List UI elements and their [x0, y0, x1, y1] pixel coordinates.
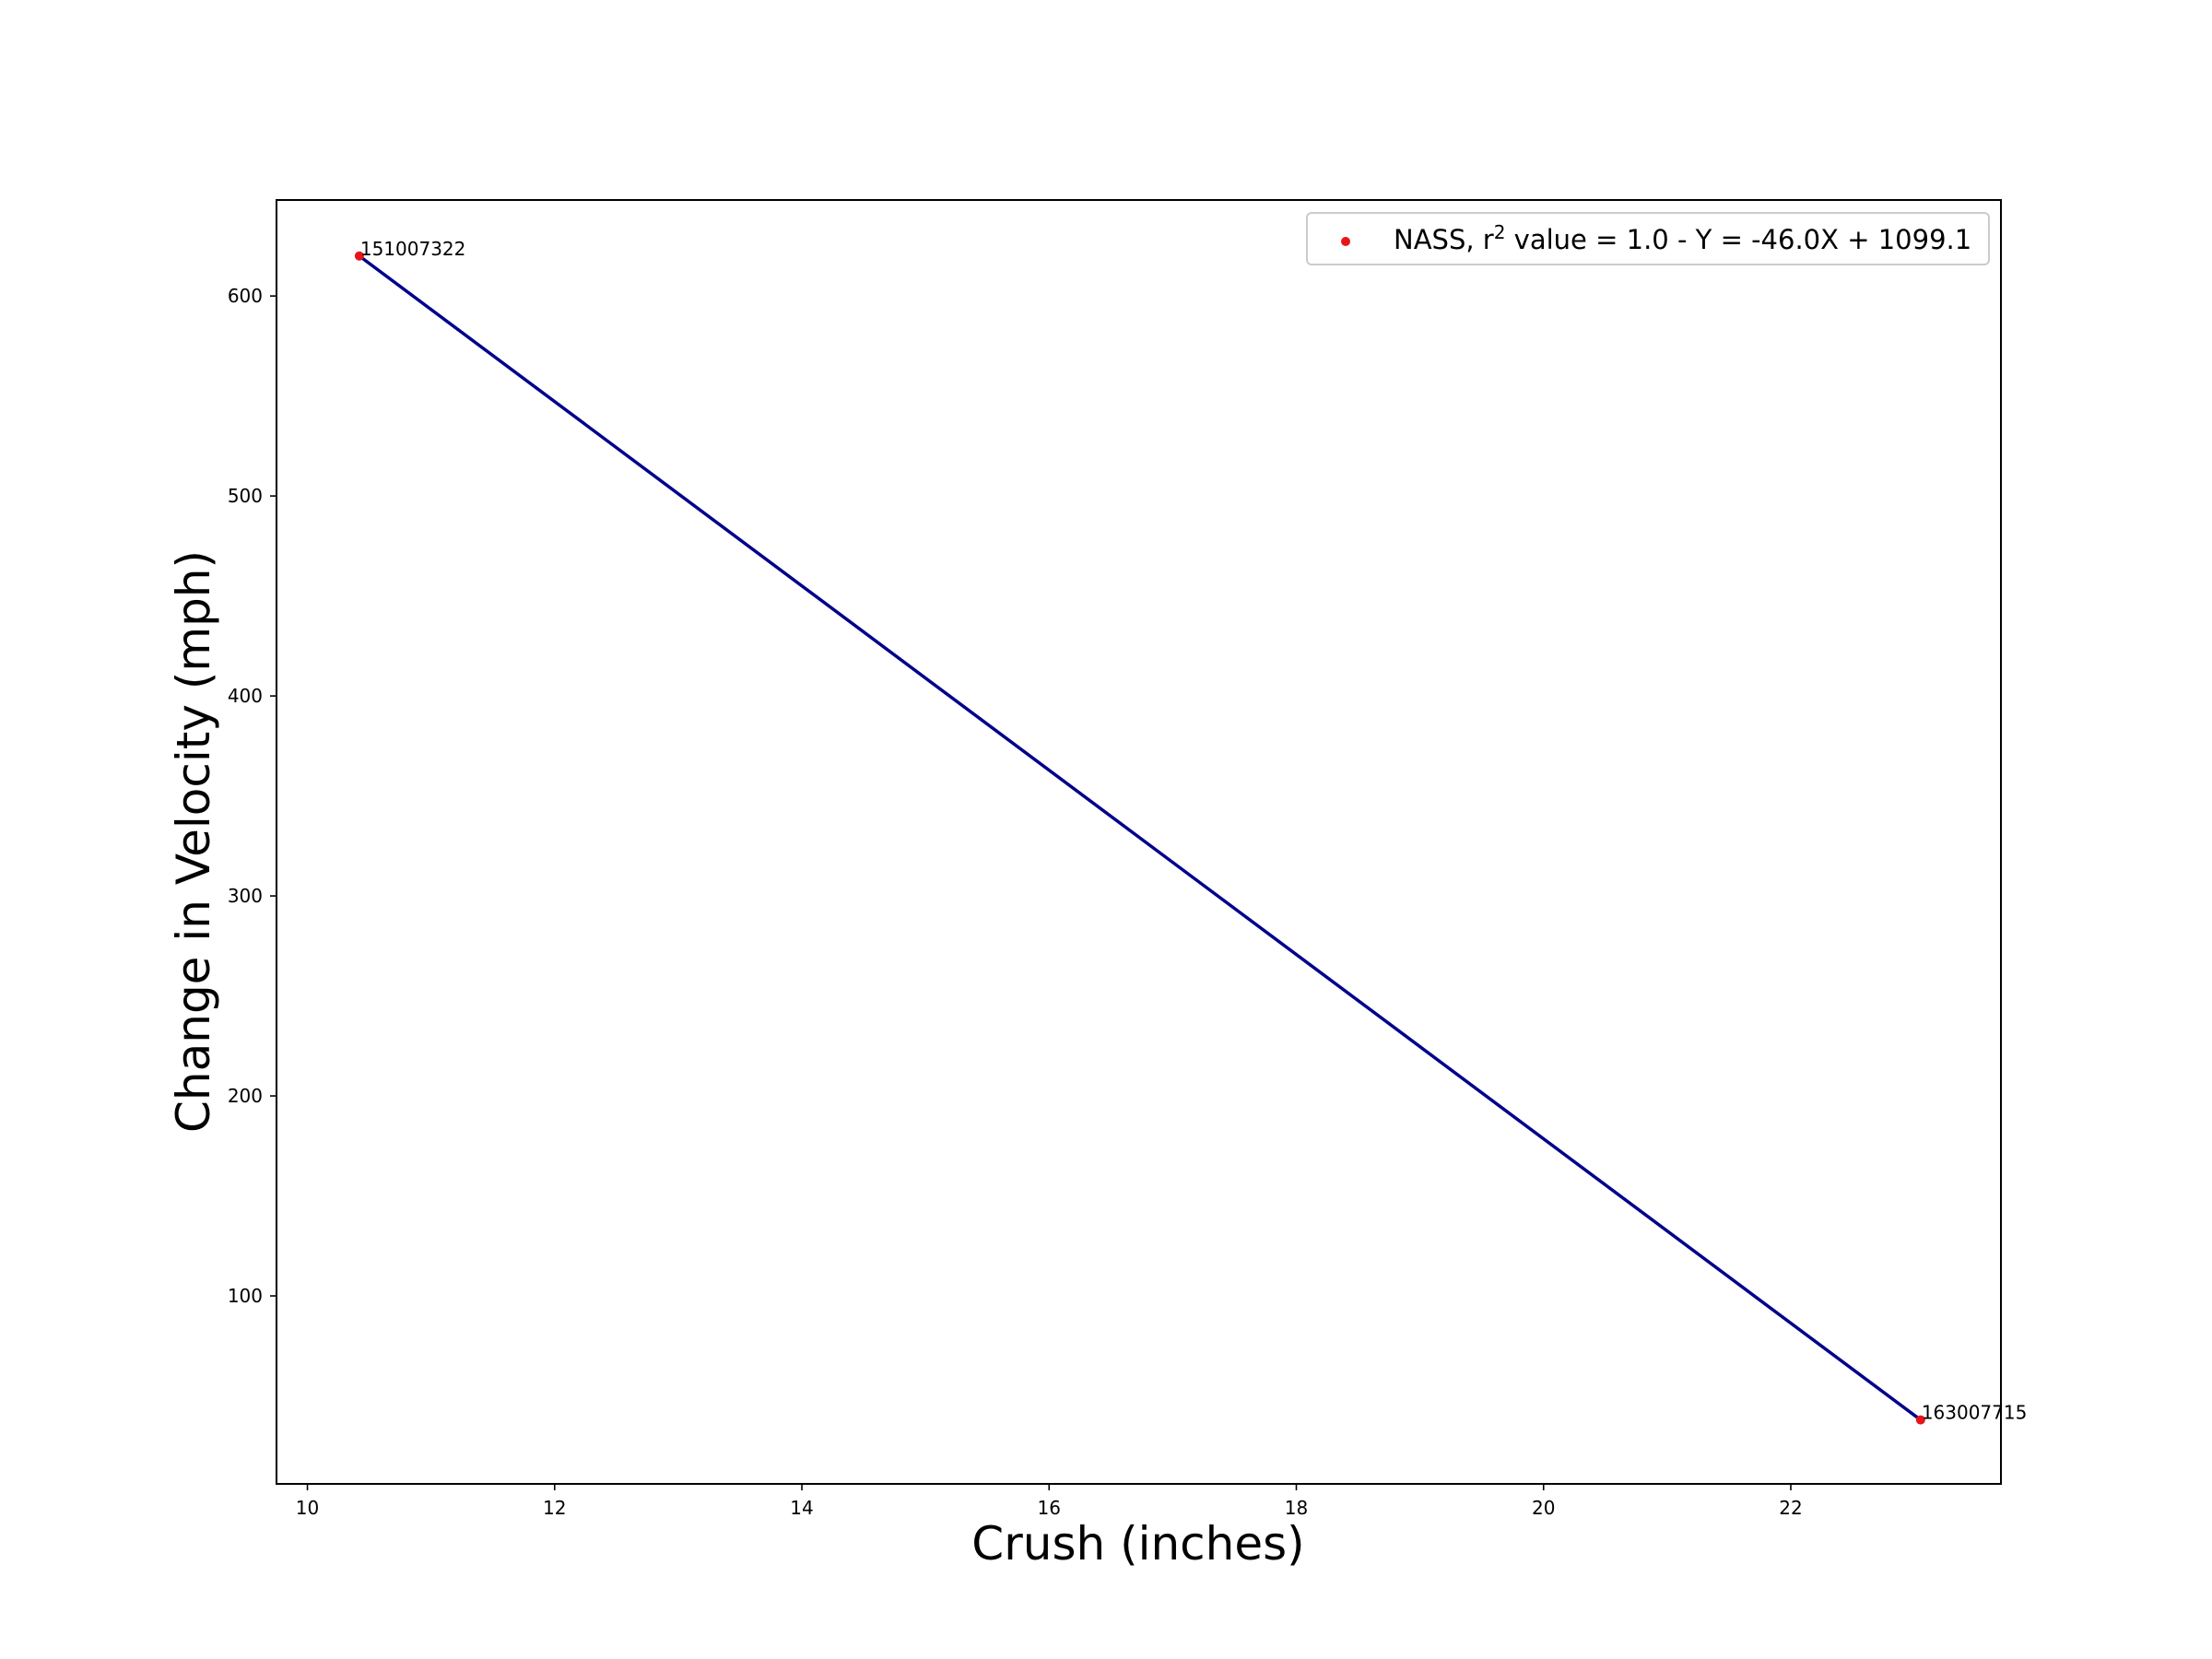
- y-tick-label: 500: [228, 485, 263, 507]
- x-tick-label: 12: [543, 1497, 566, 1519]
- x-axis-title: Crush (inches): [971, 1517, 1304, 1571]
- legend-label: NASS, r2 value = 1.0 - Y = -46.0X + 1099…: [1394, 221, 1971, 255]
- x-tick-label: 16: [1038, 1497, 1061, 1519]
- x-tick-label: 18: [1285, 1497, 1308, 1519]
- y-tick-label: 300: [228, 885, 263, 907]
- y-tick-label: 600: [228, 285, 263, 307]
- legend-label-prefix: NASS, r: [1394, 224, 1494, 255]
- y-tick-label: 400: [228, 685, 263, 707]
- data-point-label: 163007715: [1922, 1402, 2028, 1424]
- y-tick-label: 200: [228, 1085, 263, 1107]
- data-point: [354, 251, 364, 261]
- legend-label-suffix: value = 1.0 - Y = -46.0X + 1099.1: [1505, 224, 1971, 255]
- y-tick-label: 100: [228, 1285, 263, 1307]
- legend-marker: [1341, 237, 1350, 246]
- x-tick-label: 20: [1532, 1497, 1555, 1519]
- legend-frame: [1306, 212, 1990, 265]
- data-point-label: 151007322: [360, 238, 466, 260]
- data-point: [1915, 1415, 1925, 1425]
- fit-line: [358, 254, 1922, 1421]
- plot-area: 151007322 163007715: [354, 238, 2028, 1425]
- axis-ticks: 10 12 14 16 18 20 22 100 200 300 400 500 600: [228, 285, 1803, 1519]
- y-axis-title: Change in Velocity (mph): [167, 550, 220, 1133]
- plot-frame: [276, 199, 2002, 1485]
- x-tick-label: 22: [1779, 1497, 1802, 1519]
- x-tick-label: 14: [790, 1497, 813, 1519]
- x-tick-label: 10: [296, 1497, 319, 1519]
- legend: NASS, r2 value = 1.0 - Y = -46.0X + 1099…: [1306, 212, 1990, 265]
- legend-label-superscript: 2: [1494, 221, 1506, 243]
